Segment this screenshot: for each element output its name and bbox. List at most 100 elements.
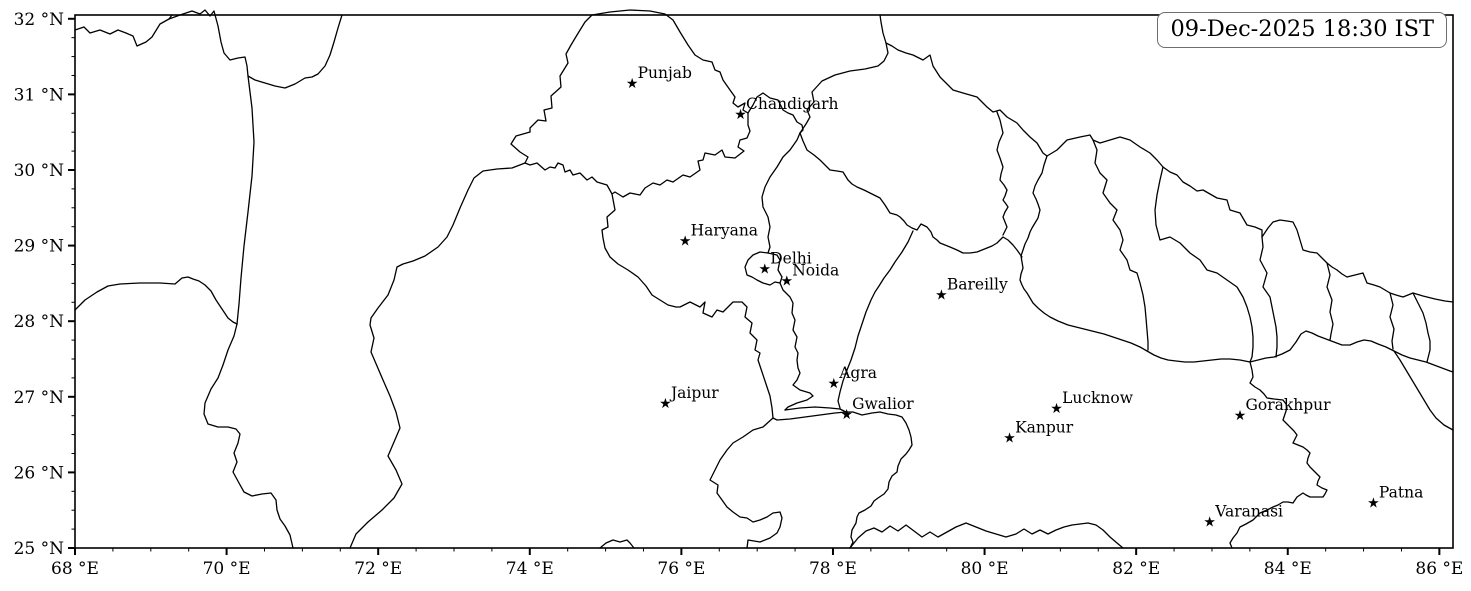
x-tick-label: 76 °E xyxy=(657,559,705,579)
border-line xyxy=(236,75,255,325)
city-star-icon: ★ xyxy=(659,396,672,412)
border-line xyxy=(996,111,1009,236)
border-line xyxy=(203,323,294,549)
city-noida: ★Noida xyxy=(780,261,839,289)
axis-ticks-layer xyxy=(68,17,1441,555)
border-line xyxy=(1259,236,1278,358)
border-line xyxy=(529,14,593,133)
city-label: Bareilly xyxy=(947,276,1008,294)
border-line xyxy=(74,276,238,325)
city-star-icon: ★ xyxy=(1050,401,1063,417)
x-tick-label: 78 °E xyxy=(809,559,857,579)
border-line xyxy=(779,282,814,411)
border-line xyxy=(1249,330,1454,373)
city-haryana: ★Haryana xyxy=(679,221,758,249)
city-lucknow: ★Lucknow xyxy=(1050,389,1133,417)
border-line xyxy=(747,92,804,134)
city-label: Lucknow xyxy=(1062,389,1134,407)
city-varanasi: ★Varanasi xyxy=(1203,503,1283,531)
x-tick-label: 72 °E xyxy=(354,559,402,579)
city-star-icon: ★ xyxy=(827,376,840,392)
border-line xyxy=(784,406,913,549)
cities-layer: ★Punjab★Chandigarh★Haryana★Delhi★Noida★B… xyxy=(626,64,1424,530)
x-tick-label: 84 °E xyxy=(1264,559,1312,579)
city-star-icon: ★ xyxy=(1234,408,1247,424)
border-line xyxy=(1412,292,1431,363)
city-star-icon: ★ xyxy=(1367,496,1380,512)
city-label: Kanpur xyxy=(1015,419,1074,437)
city-gorakhpur: ★Gorakhpur xyxy=(1234,396,1331,424)
border-line xyxy=(524,9,751,198)
y-tick-label: 29 °N xyxy=(14,237,65,257)
x-tick-label: 86 °E xyxy=(1415,559,1463,579)
x-tick-label: 82 °E xyxy=(1112,559,1160,579)
city-jaipur: ★Jaipur xyxy=(659,384,719,412)
city-label: Haryana xyxy=(691,221,758,239)
city-label: Agra xyxy=(838,364,877,382)
border-line xyxy=(1393,350,1454,431)
border-line xyxy=(761,132,801,254)
city-label: Chandigarh xyxy=(746,95,839,113)
border-line xyxy=(1326,262,1334,341)
border-line xyxy=(744,251,783,286)
border-line xyxy=(1092,139,1149,351)
city-star-icon: ★ xyxy=(758,261,771,277)
border-line xyxy=(799,132,1023,258)
x-tick-label: 70 °E xyxy=(203,559,251,579)
x-tick-label: 68 °E xyxy=(51,559,99,579)
y-tick-label: 26 °N xyxy=(14,463,65,483)
city-star-icon: ★ xyxy=(935,288,948,304)
city-star-icon: ★ xyxy=(840,407,853,423)
plot-frame xyxy=(74,14,1454,549)
city-delhi: ★Delhi xyxy=(758,249,811,277)
border-line xyxy=(837,230,914,409)
border-line xyxy=(1019,155,1251,363)
border-line xyxy=(709,417,783,549)
x-tick-label: 74 °E xyxy=(506,559,554,579)
border-line xyxy=(74,14,173,47)
city-star-icon: ★ xyxy=(734,107,747,123)
border-line xyxy=(1229,361,1328,549)
city-star-icon: ★ xyxy=(1003,431,1016,447)
y-tick-label: 25 °N xyxy=(14,539,65,559)
city-bareilly: ★Bareilly xyxy=(935,276,1008,304)
timestamp-badge: 09-Dec-2025 18:30 IST xyxy=(1157,12,1447,48)
border-line xyxy=(601,193,774,419)
border-line xyxy=(799,14,889,134)
city-label: Gorakhpur xyxy=(1246,396,1332,414)
city-label: Gwalior xyxy=(852,395,914,413)
border-line xyxy=(885,42,1048,157)
x-tick-label: 80 °E xyxy=(961,559,1009,579)
city-star-icon: ★ xyxy=(679,233,692,249)
city-agra: ★Agra xyxy=(827,364,877,392)
city-gwalior: ★Gwalior xyxy=(840,395,914,423)
border-line xyxy=(168,9,343,89)
y-tick-label: 28 °N xyxy=(14,312,65,332)
city-star-icon: ★ xyxy=(626,76,639,92)
border-line xyxy=(599,539,635,549)
state-borders-layer xyxy=(74,9,1454,549)
city-punjab: ★Punjab xyxy=(626,64,692,92)
border-line xyxy=(1154,166,1254,363)
city-label: Delhi xyxy=(770,249,812,267)
y-tick-label: 32 °N xyxy=(14,10,65,30)
city-star-icon: ★ xyxy=(1203,515,1216,531)
city-label: Varanasi xyxy=(1214,503,1283,521)
border-line xyxy=(772,411,847,421)
border-line xyxy=(849,522,1124,549)
city-label: Punjab xyxy=(638,64,692,82)
city-label: Jaipur xyxy=(669,384,719,402)
y-tick-label: 30 °N xyxy=(14,161,65,181)
city-label: Patna xyxy=(1379,484,1423,502)
y-tick-label: 27 °N xyxy=(14,388,65,408)
city-chandigarh: ★Chandigarh xyxy=(734,95,838,123)
city-kanpur: ★Kanpur xyxy=(1003,419,1073,447)
border-line xyxy=(349,131,531,549)
city-label: Noida xyxy=(792,261,839,279)
city-star-icon: ★ xyxy=(780,273,793,289)
border-line xyxy=(1046,134,1454,303)
y-tick-label: 31 °N xyxy=(14,85,65,105)
city-patna: ★Patna xyxy=(1367,484,1423,512)
